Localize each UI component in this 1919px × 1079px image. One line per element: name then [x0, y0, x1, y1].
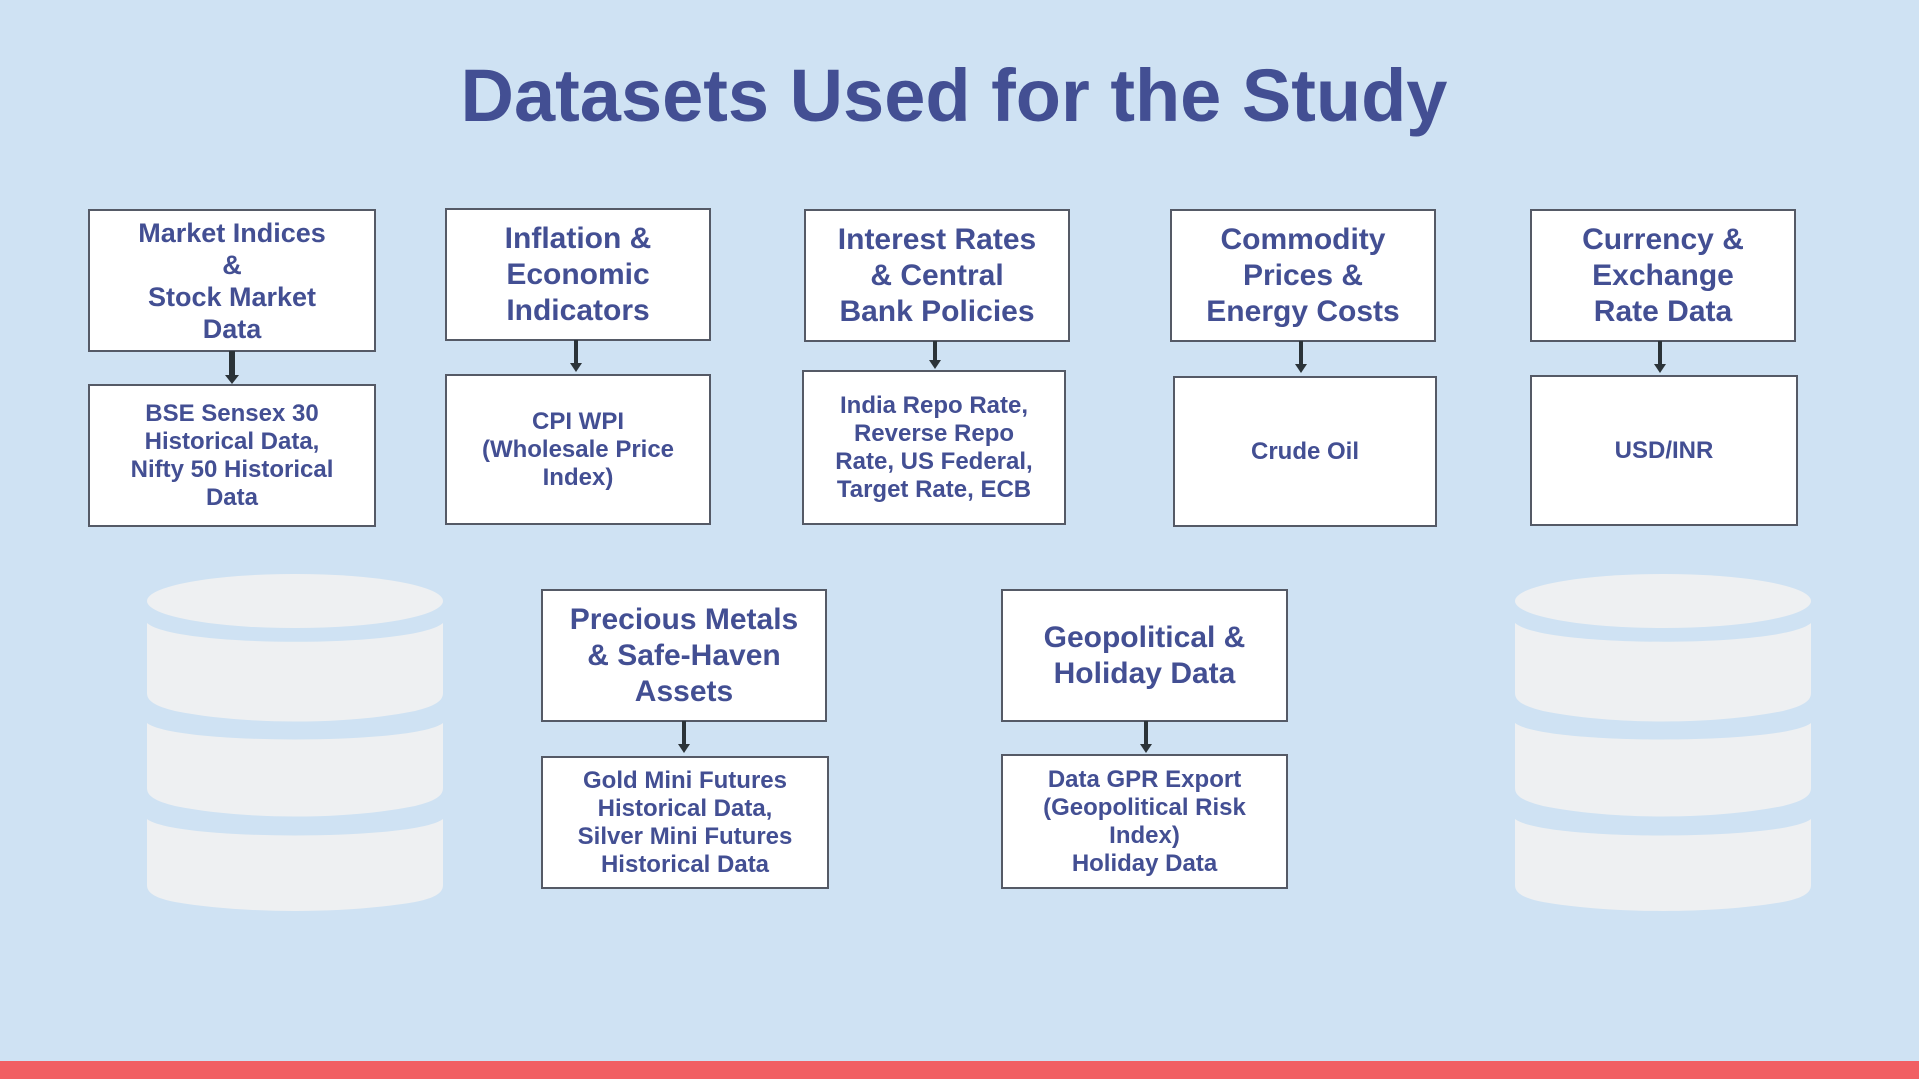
dataset-box-inflation: CPI WPI (Wholesale Price Index) — [445, 374, 711, 525]
arrow-down-icon — [678, 721, 690, 753]
heading-box-geopolitical: Geopolitical & Holiday Data — [1001, 589, 1288, 722]
heading-box-inflation: Inflation & Economic Indicators — [445, 208, 711, 341]
heading-box-market-indices: Market Indices & Stock Market Data — [88, 209, 376, 352]
database-icon — [147, 574, 443, 911]
arrow-down-icon — [1295, 341, 1307, 373]
dataset-box-market-indices: BSE Sensex 30 Historical Data, Nifty 50 … — [88, 384, 376, 527]
dataset-box-interest-rates: India Repo Rate, Reverse Repo Rate, US F… — [802, 370, 1066, 525]
dataset-box-currency: USD/INR — [1530, 375, 1798, 526]
footer-bar — [0, 1061, 1919, 1079]
dataset-box-geopolitical: Data GPR Export (Geopolitical Risk Index… — [1001, 754, 1288, 889]
database-icon — [1515, 574, 1811, 911]
arrow-down-icon — [929, 341, 941, 369]
arrow-down-icon — [225, 351, 239, 384]
slide-title: Datasets Used for the Study — [460, 54, 1448, 137]
arrow-down-icon — [1654, 341, 1666, 373]
heading-box-currency: Currency & Exchange Rate Data — [1530, 209, 1796, 342]
heading-box-interest-rates: Interest Rates & Central Bank Policies — [804, 209, 1070, 342]
arrow-down-icon — [1140, 721, 1152, 753]
heading-box-precious-metals: Precious Metals & Safe-Haven Assets — [541, 589, 827, 722]
heading-box-commodity: Commodity Prices & Energy Costs — [1170, 209, 1436, 342]
dataset-box-commodity: Crude Oil — [1173, 376, 1437, 527]
dataset-box-precious-metals: Gold Mini Futures Historical Data, Silve… — [541, 756, 829, 889]
arrow-down-icon — [570, 340, 582, 372]
